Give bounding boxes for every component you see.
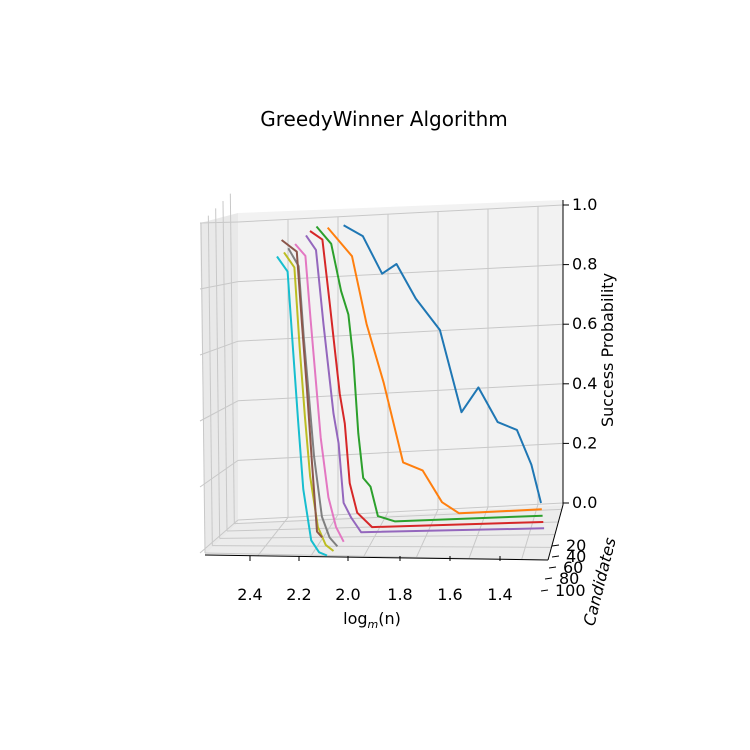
y-tick-label: 100 [555, 581, 586, 600]
y-tick-mark [544, 577, 553, 580]
x-axis-label-suffix: (n) [378, 609, 401, 628]
z-axis-label: Success Probability [598, 273, 617, 427]
series-line-10 [343, 224, 542, 504]
side-grid-y-3 [207, 215, 213, 546]
x-tick-label: 2.4 [237, 585, 262, 604]
chart-title: GreedyWinner Algorithm [260, 107, 508, 131]
side-grid-z-0 [199, 519, 239, 554]
series-line-50 [305, 234, 545, 534]
y-tick-mark [548, 566, 557, 569]
x-tick-label: 2.2 [286, 585, 311, 604]
floor-grid-y-2 [219, 534, 555, 539]
floor-grid-x-5 [521, 504, 539, 560]
x-axis-label: logm(n) [343, 609, 401, 631]
grid-line-z-2 [237, 383, 564, 402]
x-axis-label-prefix: log [343, 609, 367, 628]
x-axis-line [204, 554, 549, 561]
series-line-90 [283, 251, 335, 552]
y-tick-mark [551, 544, 560, 547]
series-line-20 [326, 226, 542, 515]
grid-line-z-0 [237, 502, 564, 521]
axes [204, 200, 564, 561]
side-grid-y-0 [229, 193, 235, 524]
x-tick-label: 1.6 [437, 585, 462, 604]
series-line-60 [280, 239, 323, 539]
series-line-40 [309, 230, 544, 529]
z-tick-label: 0.0 [572, 493, 597, 512]
y-tick-mark [551, 555, 560, 558]
z-tick-label: 0.8 [572, 255, 597, 274]
side-grid-z-5 [199, 221, 239, 224]
grid-line-z-5 [237, 204, 564, 223]
z-tick-label: 1.0 [572, 195, 597, 214]
floor-grid-x-2 [362, 511, 389, 558]
floor-grid-x-4 [468, 506, 489, 560]
floor-grid-x-3 [415, 509, 439, 559]
z-tick-label: 0.6 [572, 314, 597, 333]
y-tick-mark [540, 589, 549, 592]
y-axis-line [547, 504, 564, 561]
series-line-30 [315, 225, 543, 523]
y-tick-label: 20 [566, 536, 586, 555]
series-group [276, 224, 545, 557]
x-axis-label-sub: m [368, 618, 379, 631]
side-grid-y-1 [222, 200, 228, 532]
z-tick-label: 0.4 [572, 374, 597, 393]
z-tick-label: 0.2 [572, 433, 597, 452]
x-tick-label: 1.8 [387, 585, 412, 604]
x-tick-label: 1.4 [487, 585, 512, 604]
floor-grid-x-0 [257, 517, 289, 557]
series-line-70 [294, 243, 345, 543]
floor-grid-x-1 [310, 514, 339, 557]
y-tick-label: 80 [559, 569, 579, 588]
side-grid-y-2 [215, 208, 221, 539]
side-grid-y-4 [200, 222, 206, 554]
side-grid-z-2 [199, 400, 239, 422]
series-line-100 [276, 255, 328, 557]
y-tick-label: 60 [563, 558, 583, 577]
y-tick-label: 40 [566, 547, 586, 566]
floor-grid-y-3 [212, 545, 552, 548]
x-tick-label: 2.0 [335, 585, 360, 604]
back-pane [238, 200, 563, 523]
